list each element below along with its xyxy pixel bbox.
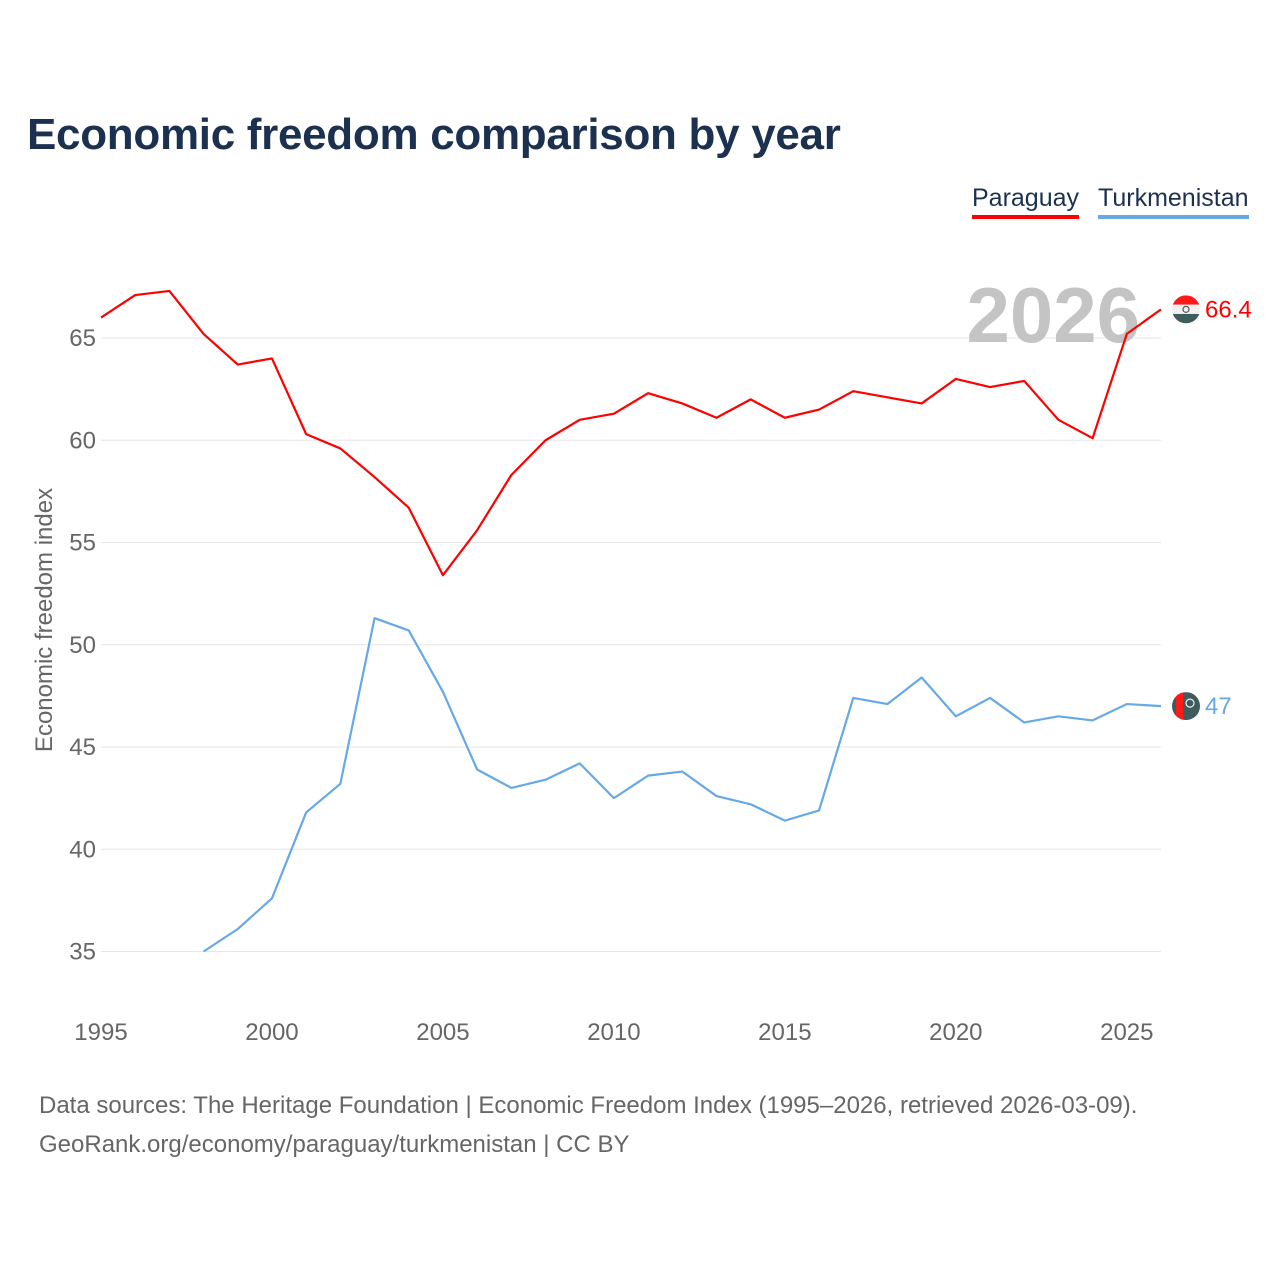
- x-tick-label: 2005: [416, 1019, 469, 1046]
- y-axis-label: Economic freedom index: [31, 488, 58, 752]
- y-tick-label: 65: [69, 325, 96, 352]
- x-tick-label: 2025: [1100, 1019, 1153, 1046]
- legend-item-paraguay[interactable]: Paraguay: [972, 184, 1080, 219]
- x-tick-label: 2000: [245, 1019, 298, 1046]
- x-tick-label: 2020: [929, 1019, 982, 1046]
- y-tick-label: 55: [69, 530, 96, 557]
- year-watermark: 2026: [966, 271, 1140, 359]
- footer: Data sources: The Heritage Foundation | …: [39, 1086, 1137, 1164]
- chart-title: Economic freedom comparison by year: [27, 110, 841, 159]
- y-tick-label: 35: [69, 939, 96, 966]
- end-value-label: 66.4: [1205, 296, 1252, 323]
- end-value-label: 47: [1205, 693, 1232, 720]
- y-tick-label: 45: [69, 734, 96, 761]
- x-tick-label: 2015: [758, 1019, 811, 1046]
- series-line-turkmenistan: [202, 617, 1162, 953]
- x-tick-label: 1995: [74, 1019, 127, 1046]
- turkmenistan-flag-icon: [1172, 692, 1200, 721]
- legend-item-turkmenistan[interactable]: Turkmenistan: [1098, 184, 1249, 219]
- y-tick-label: 40: [69, 836, 96, 863]
- footer-sources: Data sources: The Heritage Foundation | …: [39, 1092, 1138, 1119]
- x-tick-label: 2010: [587, 1019, 640, 1046]
- footer-credit: GeoRank.org/economy/paraguay/turkmenista…: [39, 1131, 630, 1158]
- y-tick-label: 60: [69, 427, 96, 454]
- paraguay-flag-icon: [1172, 295, 1200, 324]
- y-tick-label: 50: [69, 632, 96, 659]
- series-line-paraguay: [100, 289, 1162, 577]
